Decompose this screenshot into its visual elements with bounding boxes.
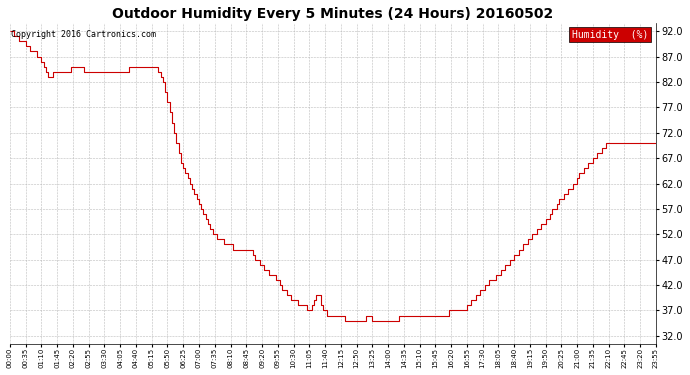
- Text: Humidity  (%): Humidity (%): [572, 30, 649, 40]
- Text: Copyright 2016 Cartronics.com: Copyright 2016 Cartronics.com: [11, 30, 156, 39]
- Title: Outdoor Humidity Every 5 Minutes (24 Hours) 20160502: Outdoor Humidity Every 5 Minutes (24 Hou…: [112, 7, 553, 21]
